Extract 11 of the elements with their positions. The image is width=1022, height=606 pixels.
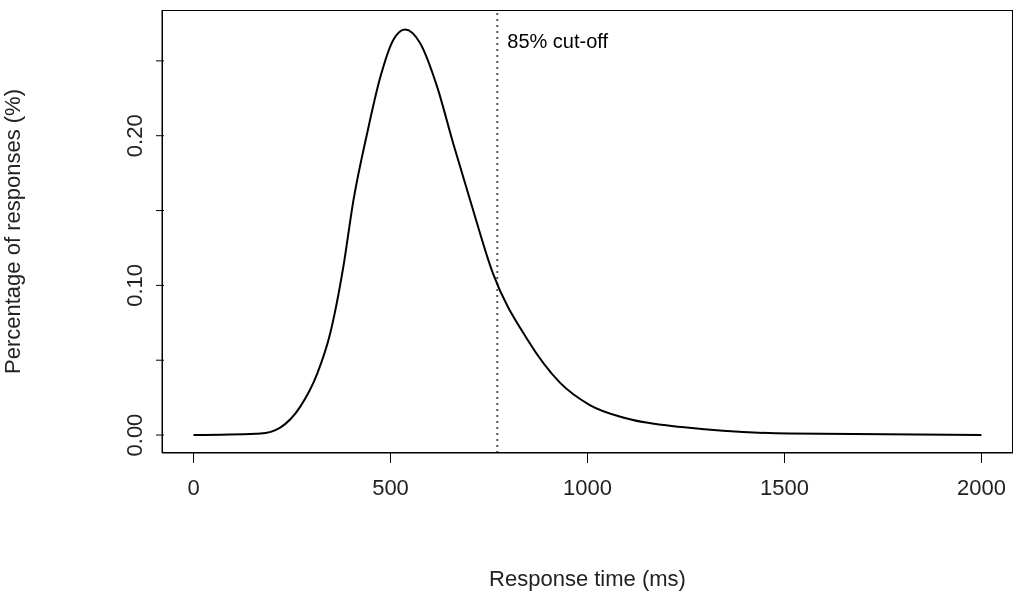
y-axis-title: Percentage of responses (%) (0, 89, 25, 374)
x-tick-label: 1500 (760, 474, 809, 500)
x-tick-label: 500 (372, 474, 409, 500)
ref-line-label: 85% cut-off (507, 30, 609, 52)
y-tick-label: 0.10 (122, 263, 147, 307)
x-tick-label: 2000 (957, 474, 1006, 500)
x-axis-title: Response time (ms) (489, 566, 686, 591)
y-tick-label: 0.20 (122, 114, 147, 158)
y-tick-label: 0.00 (122, 413, 147, 457)
x-tick-label: 0 (187, 474, 200, 500)
x-tick-label: 1000 (563, 474, 612, 500)
